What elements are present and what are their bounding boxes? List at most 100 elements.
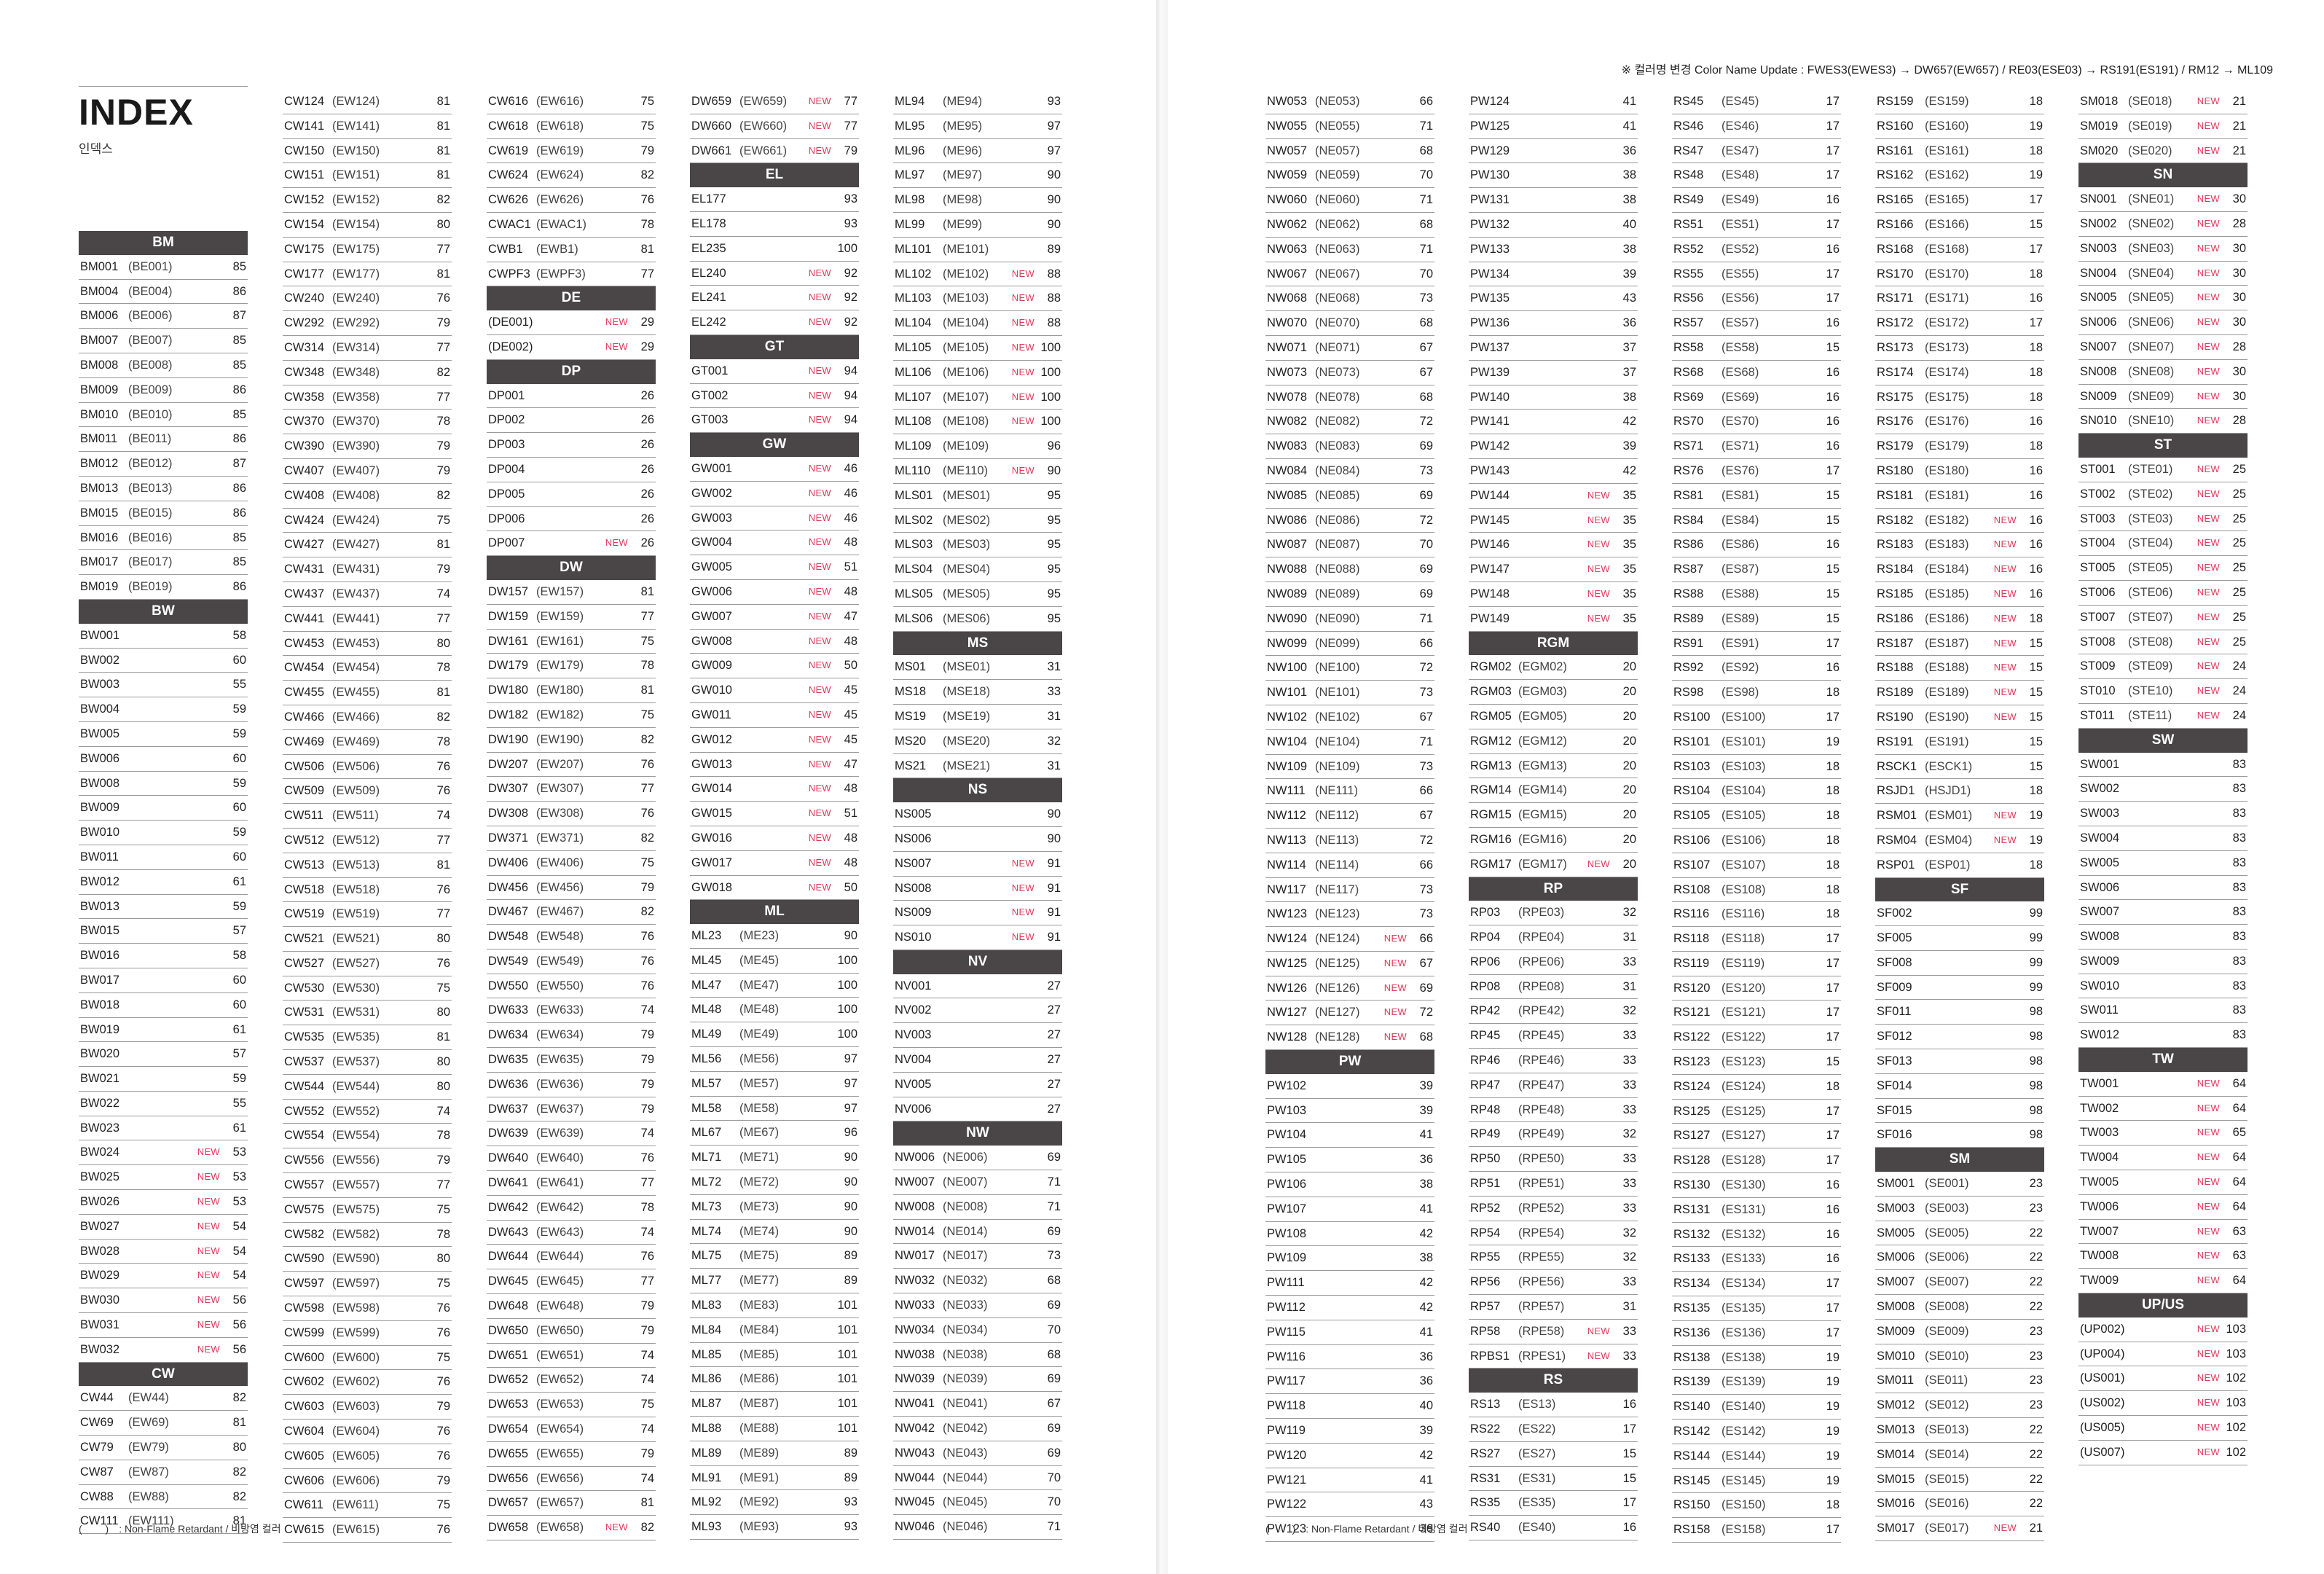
index-entry: RS165 (ES165) 17 (1875, 188, 2044, 213)
alternate-code: (NE067) (1315, 267, 1360, 281)
color-code: NW062 (1267, 217, 1308, 231)
color-code: RP50 (1470, 1152, 1501, 1166)
page-number: 24 (2232, 708, 2246, 722)
color-code: ML107 (895, 390, 932, 404)
color-code: RS188 (1877, 661, 1914, 675)
page-number: 81 (436, 538, 450, 552)
alternate-code: (NE126) (1315, 981, 1360, 995)
index-entry: SM015 (SE015) 22 (1875, 1468, 2044, 1492)
color-code: NV006 (895, 1102, 932, 1116)
color-code: RS183 (1877, 538, 1914, 552)
index-entry: RS87 (ES87) 15 (1672, 557, 1841, 582)
alternate-code: (BE017) (128, 555, 173, 569)
index-entry: RS140 (ES140) 19 (1672, 1395, 1841, 1420)
index-entry: GT002 NEW 94 (690, 384, 859, 409)
page-number: 68 (1047, 1347, 1061, 1361)
index-entry: DW161 (EW161) 75 (487, 630, 656, 654)
color-code: SM011 (1877, 1374, 1915, 1387)
index-entry: NW100 (NE100) 72 (1265, 656, 1434, 681)
new-badge: NEW (1011, 341, 1035, 353)
page-number: 51 (844, 560, 857, 574)
page-number: 59 (232, 727, 246, 740)
page-number: 18 (2029, 267, 2043, 281)
page-number: 56 (232, 1293, 246, 1307)
page-number: 79 (436, 1473, 450, 1487)
color-code: ML104 (895, 316, 932, 330)
index-entry: RS92 (ES92) 16 (1672, 656, 1841, 681)
index-entry: PW149 NEW 35 (1469, 607, 1638, 632)
alternate-code: (ME96) (943, 144, 983, 157)
index-entry: PW120 42 (1265, 1444, 1434, 1468)
color-code: RP42 (1470, 1004, 1501, 1018)
section-header: TW (2078, 1048, 2248, 1072)
color-code: NS007 (895, 856, 932, 870)
color-code: SM020 (2080, 144, 2119, 157)
color-code: RP54 (1470, 1226, 1501, 1240)
page-number: 85 (232, 259, 246, 273)
page-number: 77 (436, 1178, 450, 1192)
alternate-code: (ME85) (739, 1347, 780, 1361)
page-number: 68 (1419, 1030, 1433, 1044)
color-code: NW082 (1267, 415, 1308, 428)
color-code: BW005 (80, 727, 120, 740)
color-code: RP03 (1470, 906, 1501, 920)
color-code: NW059 (1267, 168, 1308, 182)
alternate-code: (EW590) (332, 1252, 380, 1266)
page-number: 74 (640, 1003, 654, 1017)
index-entry: GT001 NEW 94 (690, 359, 859, 384)
new-badge: NEW (2197, 611, 2220, 622)
new-badge: NEW (197, 1220, 220, 1232)
new-badge: NEW (1011, 391, 1035, 402)
page-number: 20 (1622, 832, 1636, 846)
alternate-code: (SE010) (1925, 1349, 1969, 1363)
color-code: SM014 (1877, 1447, 1915, 1461)
index-entry: RS56 (ES56) 17 (1672, 286, 1841, 312)
color-code: ML85 (691, 1347, 722, 1361)
page-number: 60 (232, 653, 246, 667)
color-code: BW028 (80, 1244, 120, 1258)
index-entry: ST002 (STE02) NEW 25 (2078, 482, 2248, 507)
page-number: 85 (232, 358, 246, 372)
page-number: 41 (1419, 1473, 1433, 1487)
index-entry: ML102 (ME102) NEW 88 (893, 262, 1062, 287)
index-entry: ST010 (STE10) NEW 24 (2078, 679, 2248, 704)
index-entry: RS124 (ES124) 18 (1672, 1075, 1841, 1100)
alternate-code: (NE086) (1315, 513, 1360, 527)
alternate-code: (ES132) (1722, 1227, 1766, 1241)
index-entry: NW017 (NE017) 73 (893, 1244, 1062, 1269)
page-number: 21 (2232, 95, 2246, 108)
color-code: SW005 (2080, 855, 2120, 869)
index-entry: RP56 (RPE56) 33 (1469, 1270, 1638, 1296)
index-entry: DW656 (EW656) 74 (487, 1467, 656, 1492)
page-number: 21 (2232, 119, 2246, 133)
alternate-code: (RPE04) (1518, 931, 1565, 944)
index-entry: (DE001) NEW 29 (487, 310, 656, 335)
index-entry: PW132 40 (1469, 213, 1638, 238)
page-number: 73 (1419, 907, 1433, 921)
section-header: RS (1469, 1369, 1638, 1393)
page-number: 68 (1419, 316, 1433, 330)
page-number: 76 (436, 1425, 450, 1438)
color-code: SN004 (2080, 266, 2117, 280)
color-code: DW467 (488, 905, 529, 919)
index-entry: RS108 (ES108) 18 (1672, 878, 1841, 903)
alternate-code: (ES138) (1722, 1350, 1766, 1364)
page-number: 73 (1419, 759, 1433, 773)
index-entry: RS22 (ES22) 17 (1469, 1417, 1638, 1442)
index-entry: DW659 (EW659) NEW 77 (690, 90, 859, 114)
index-entry: SF016 98 (1875, 1123, 2044, 1148)
index-entry: BW028 NEW 54 (79, 1240, 248, 1264)
index-entry: GW005 NEW 51 (690, 555, 859, 580)
page-number: 23 (2029, 1201, 2043, 1215)
color-code: RS173 (1877, 340, 1914, 354)
color-code: ML73 (691, 1199, 722, 1213)
alternate-code: (ES81) (1722, 488, 1759, 502)
page-number: 75 (436, 1350, 450, 1364)
index-entry: ML49 (ME49) 100 (690, 1022, 859, 1048)
index-entry: DW190 (EW190) 82 (487, 728, 656, 753)
page-number: 42 (1622, 463, 1636, 477)
color-code: NW123 (1267, 907, 1308, 921)
index-entry: RS76 (ES76) 17 (1672, 459, 1841, 484)
page-number: 15 (1826, 340, 1840, 354)
color-code: NW033 (895, 1299, 935, 1312)
